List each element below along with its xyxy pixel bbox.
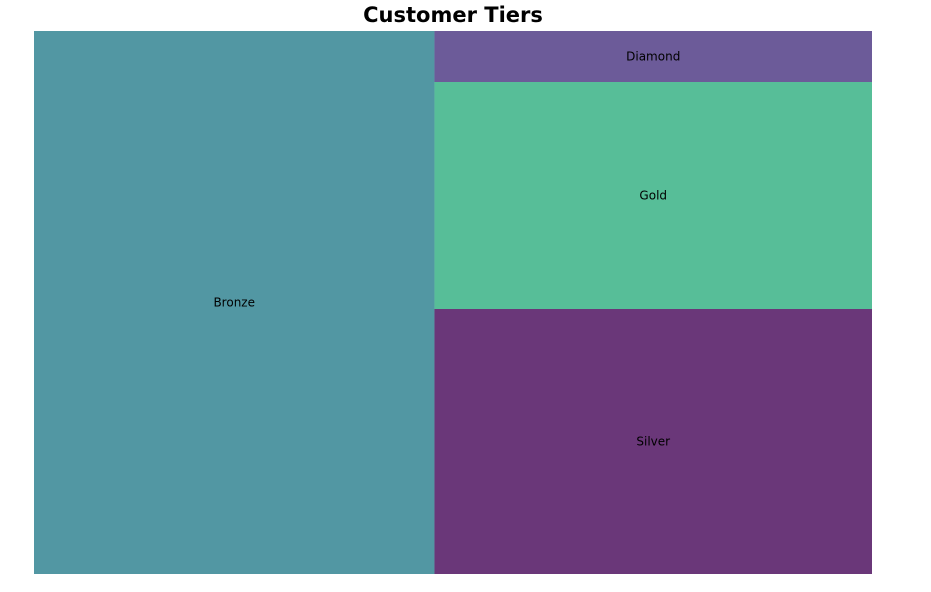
treemap-label-silver: Silver: [636, 435, 670, 449]
treemap-label-gold: Gold: [639, 189, 667, 203]
treemap-tile-silver: [434, 309, 872, 574]
treemap-tile-gold: [434, 82, 872, 309]
treemap-label-diamond: Diamond: [626, 50, 680, 64]
chart-title: Customer Tiers: [363, 3, 543, 27]
treemap-tile-diamond: [434, 31, 872, 82]
treemap-tile-bronze: [34, 31, 435, 574]
treemap-label-bronze: Bronze: [213, 296, 255, 310]
